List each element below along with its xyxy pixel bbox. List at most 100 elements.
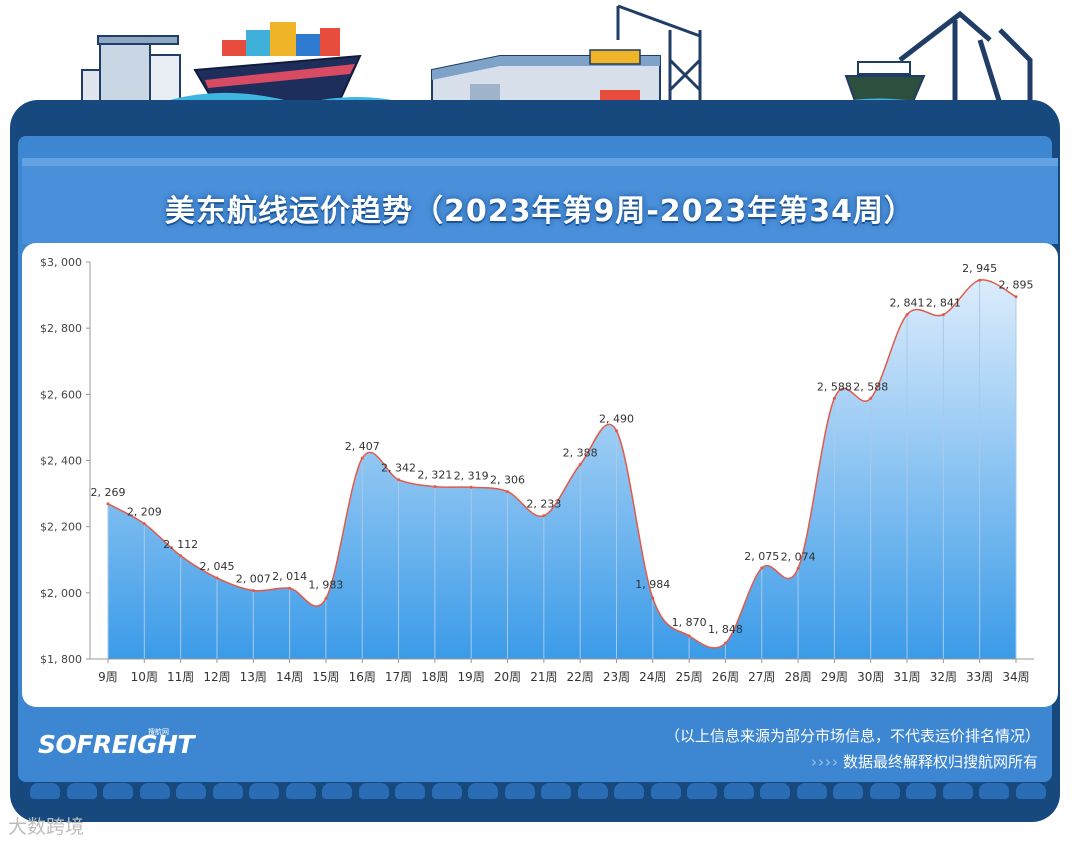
x-tick-label: 15周 <box>312 670 339 684</box>
x-tick-label: 24周 <box>639 670 666 684</box>
data-label: 1, 870 <box>672 616 707 629</box>
brand-logo-subtitle: 搜航网 <box>148 728 169 736</box>
y-tick-label: $2, 200 <box>40 521 82 534</box>
data-point <box>832 396 836 400</box>
data-label: 2, 269 <box>91 486 126 499</box>
frame-bump <box>468 783 498 799</box>
x-tick-label: 14周 <box>276 670 303 684</box>
frame-bump <box>979 783 1009 799</box>
data-label: 2, 588 <box>817 380 852 393</box>
copyright-note: ›››› 数据最终解释权归搜航网所有 <box>811 751 1038 772</box>
source-watermark: 大数跨境 <box>8 816 85 838</box>
y-tick-label: $2, 400 <box>40 455 82 468</box>
x-tick-label: 31周 <box>893 670 920 684</box>
frame-bump <box>103 783 133 799</box>
warehouse <box>431 49 661 105</box>
data-label: 2, 407 <box>345 440 380 453</box>
data-label: 2, 306 <box>490 474 525 487</box>
frame-bump <box>212 783 243 799</box>
data-point <box>905 313 909 317</box>
data-point <box>288 586 292 590</box>
data-label: 2, 014 <box>272 570 307 583</box>
data-label: 2, 074 <box>781 550 816 563</box>
chart-card: $1, 800 $2, 000 $2, 200 $2, 400 $2, 600 $2, 8… <box>22 243 1058 707</box>
frame-bump <box>322 783 352 799</box>
x-tick-label: 9周 <box>98 670 118 684</box>
x-tick-label: 27周 <box>748 670 775 684</box>
frame-bump <box>833 783 863 799</box>
frame-bump <box>942 783 973 799</box>
x-tick-label: 11周 <box>167 670 194 684</box>
data-point <box>506 490 510 494</box>
x-tick-label: 28周 <box>784 670 811 684</box>
series-line-group <box>106 278 1018 649</box>
data-label: 2, 321 <box>417 469 452 482</box>
data-label: 1, 984 <box>635 578 670 591</box>
data-point <box>578 462 582 466</box>
data-label: 2, 490 <box>599 413 634 426</box>
data-point <box>179 554 183 558</box>
data-label: 2, 007 <box>236 573 271 586</box>
data-point <box>796 566 800 570</box>
data-label: 2, 895 <box>999 279 1034 292</box>
x-tick-label: 17周 <box>385 670 412 684</box>
frame-decoration <box>18 783 1058 803</box>
data-label: 1, 983 <box>308 578 343 591</box>
data-point <box>687 634 691 638</box>
x-tick-label: 34周 <box>1002 670 1029 684</box>
container-ship <box>170 22 410 112</box>
y-tick-label: $3, 000 <box>40 256 82 269</box>
data-point <box>142 522 146 526</box>
data-label: 2, 841 <box>926 297 961 310</box>
x-tick-label: 20周 <box>494 670 521 684</box>
data-label: 2, 112 <box>163 538 198 551</box>
data-label: 2, 233 <box>526 498 561 511</box>
frame-bump <box>1015 783 1046 799</box>
copyright-text: 数据最终解释权归搜航网所有 <box>842 753 1038 771</box>
data-label: 1, 848 <box>708 623 743 636</box>
data-point <box>324 596 328 600</box>
data-label: 2, 388 <box>563 446 598 459</box>
y-axis: $1, 800 $2, 000 $2, 200 $2, 400 $2, 600 $2, 8… <box>40 256 91 666</box>
data-point <box>469 485 473 489</box>
data-point <box>760 566 764 570</box>
y-tick-label: $2, 600 <box>40 388 82 401</box>
right-cranes <box>898 10 1033 108</box>
category-dividers <box>107 280 1017 659</box>
frame-bump <box>614 783 644 799</box>
frame-bump <box>723 783 754 799</box>
area-fill-group <box>108 279 1016 659</box>
frame-bump <box>760 783 790 799</box>
frame-bump <box>796 783 827 799</box>
y-tick-label: $1, 800 <box>40 653 82 666</box>
frame-bump <box>285 783 316 799</box>
frame-bump <box>906 783 936 799</box>
x-tick-label: 12周 <box>203 670 230 684</box>
data-label: 2, 342 <box>381 462 416 475</box>
data-point <box>215 576 219 580</box>
title-bar: 美东航线运价趋势（2023年第9周-2023年第34周） <box>22 158 1058 244</box>
data-point <box>1014 295 1018 299</box>
data-point <box>614 429 618 433</box>
frame-bump <box>504 783 535 799</box>
source-note: （以上信息来源为部分市场信息，不代表运价排名情况） <box>664 727 1040 745</box>
frame-bump <box>395 783 425 799</box>
area-fill <box>108 279 1016 659</box>
frame-bump <box>650 783 681 799</box>
data-point <box>941 313 945 317</box>
data-point <box>360 456 364 460</box>
x-tick-label: 16周 <box>349 670 376 684</box>
data-point <box>251 589 255 593</box>
frame-bump <box>176 783 206 799</box>
gantry-crane <box>616 4 702 110</box>
x-tick-label: 22周 <box>567 670 594 684</box>
y-tick-label: $2, 800 <box>40 322 82 335</box>
data-label: 2, 588 <box>853 380 888 393</box>
data-label: 2, 045 <box>199 560 234 573</box>
left-port-buildings <box>81 35 181 111</box>
x-tick-label: 30周 <box>857 670 884 684</box>
data-label: 2, 075 <box>744 550 779 563</box>
x-tick-label: 10周 <box>131 670 158 684</box>
x-tick-label: 18周 <box>421 670 448 684</box>
